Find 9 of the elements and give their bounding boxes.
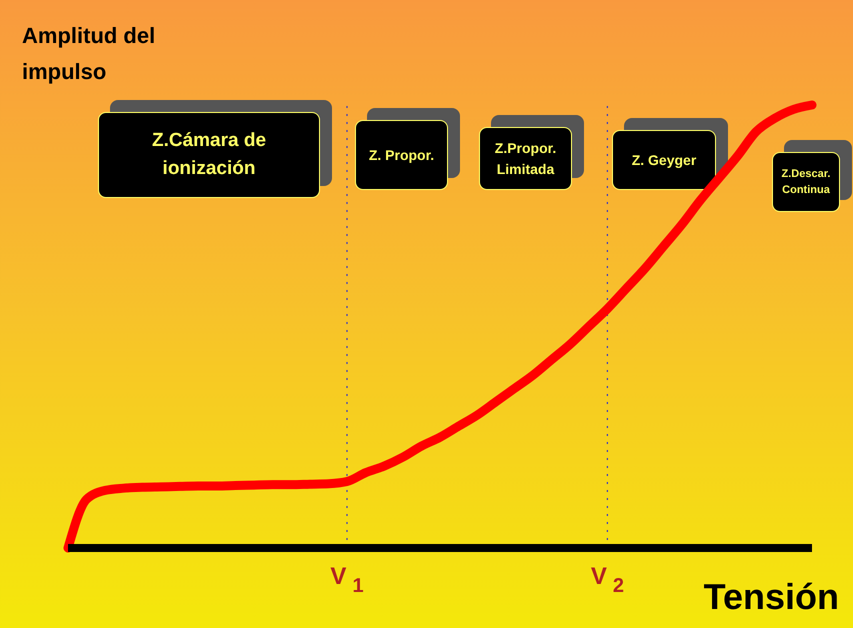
annotation: Z.Propor. Limitada <box>479 127 572 190</box>
annotation: Z. Geyger <box>612 130 716 190</box>
annotation: Z. Propor. <box>355 120 448 190</box>
x-axis-title: Tensión <box>704 576 839 618</box>
annotation: Z.Cámara de ionización <box>98 112 320 198</box>
x-tick-label: V$_{2}$ <box>590 563 624 597</box>
annotation: Z.Descar. Continua <box>772 152 840 212</box>
x-tick-label: V$_{1}$ <box>330 563 364 597</box>
y-axis-title: Amplitud del impulso <box>22 22 156 86</box>
